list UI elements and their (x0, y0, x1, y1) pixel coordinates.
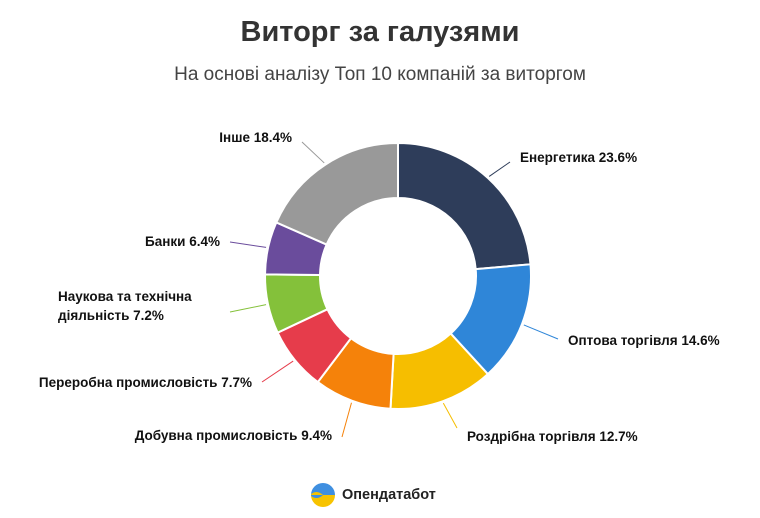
slice-label-4: Добувна промисловість 9.4% (135, 428, 332, 443)
chart-title: Виторг за галузями (240, 16, 520, 48)
brand-name: Опендатабот (342, 487, 436, 503)
chart-subtitle: На основі аналізу Топ 10 компаній за вит… (174, 64, 586, 85)
leader-line-1 (488, 161, 511, 177)
donut-slice-1 (397, 141, 532, 271)
slice-label-3: Роздрібна торгівля 12.7% (467, 429, 638, 444)
opendatabot-logo-icon (311, 483, 335, 507)
slice-label-8: Інше 18.4% (219, 130, 292, 145)
leader-line-5 (261, 360, 294, 383)
leader-line-4 (341, 402, 352, 438)
leader-line-3 (442, 402, 458, 429)
slice-label-7: Банки 6.4% (145, 234, 220, 249)
donut-slice-8 (274, 141, 399, 246)
leader-line-6 (229, 304, 267, 313)
brand-logo: Опендатабот (310, 480, 436, 510)
leader-line-2 (523, 324, 559, 340)
slice-label-5: Переробна промисловість 7.7% (39, 375, 252, 390)
slice-label-1: Енергетика 23.6% (520, 150, 637, 165)
slice-label-6: Наукова та технічна діяльність 7.2% (58, 289, 192, 323)
leader-line-8 (301, 141, 325, 164)
slice-label-2: Оптова торгівля 14.6% (568, 333, 720, 348)
leader-line-7 (229, 241, 267, 248)
